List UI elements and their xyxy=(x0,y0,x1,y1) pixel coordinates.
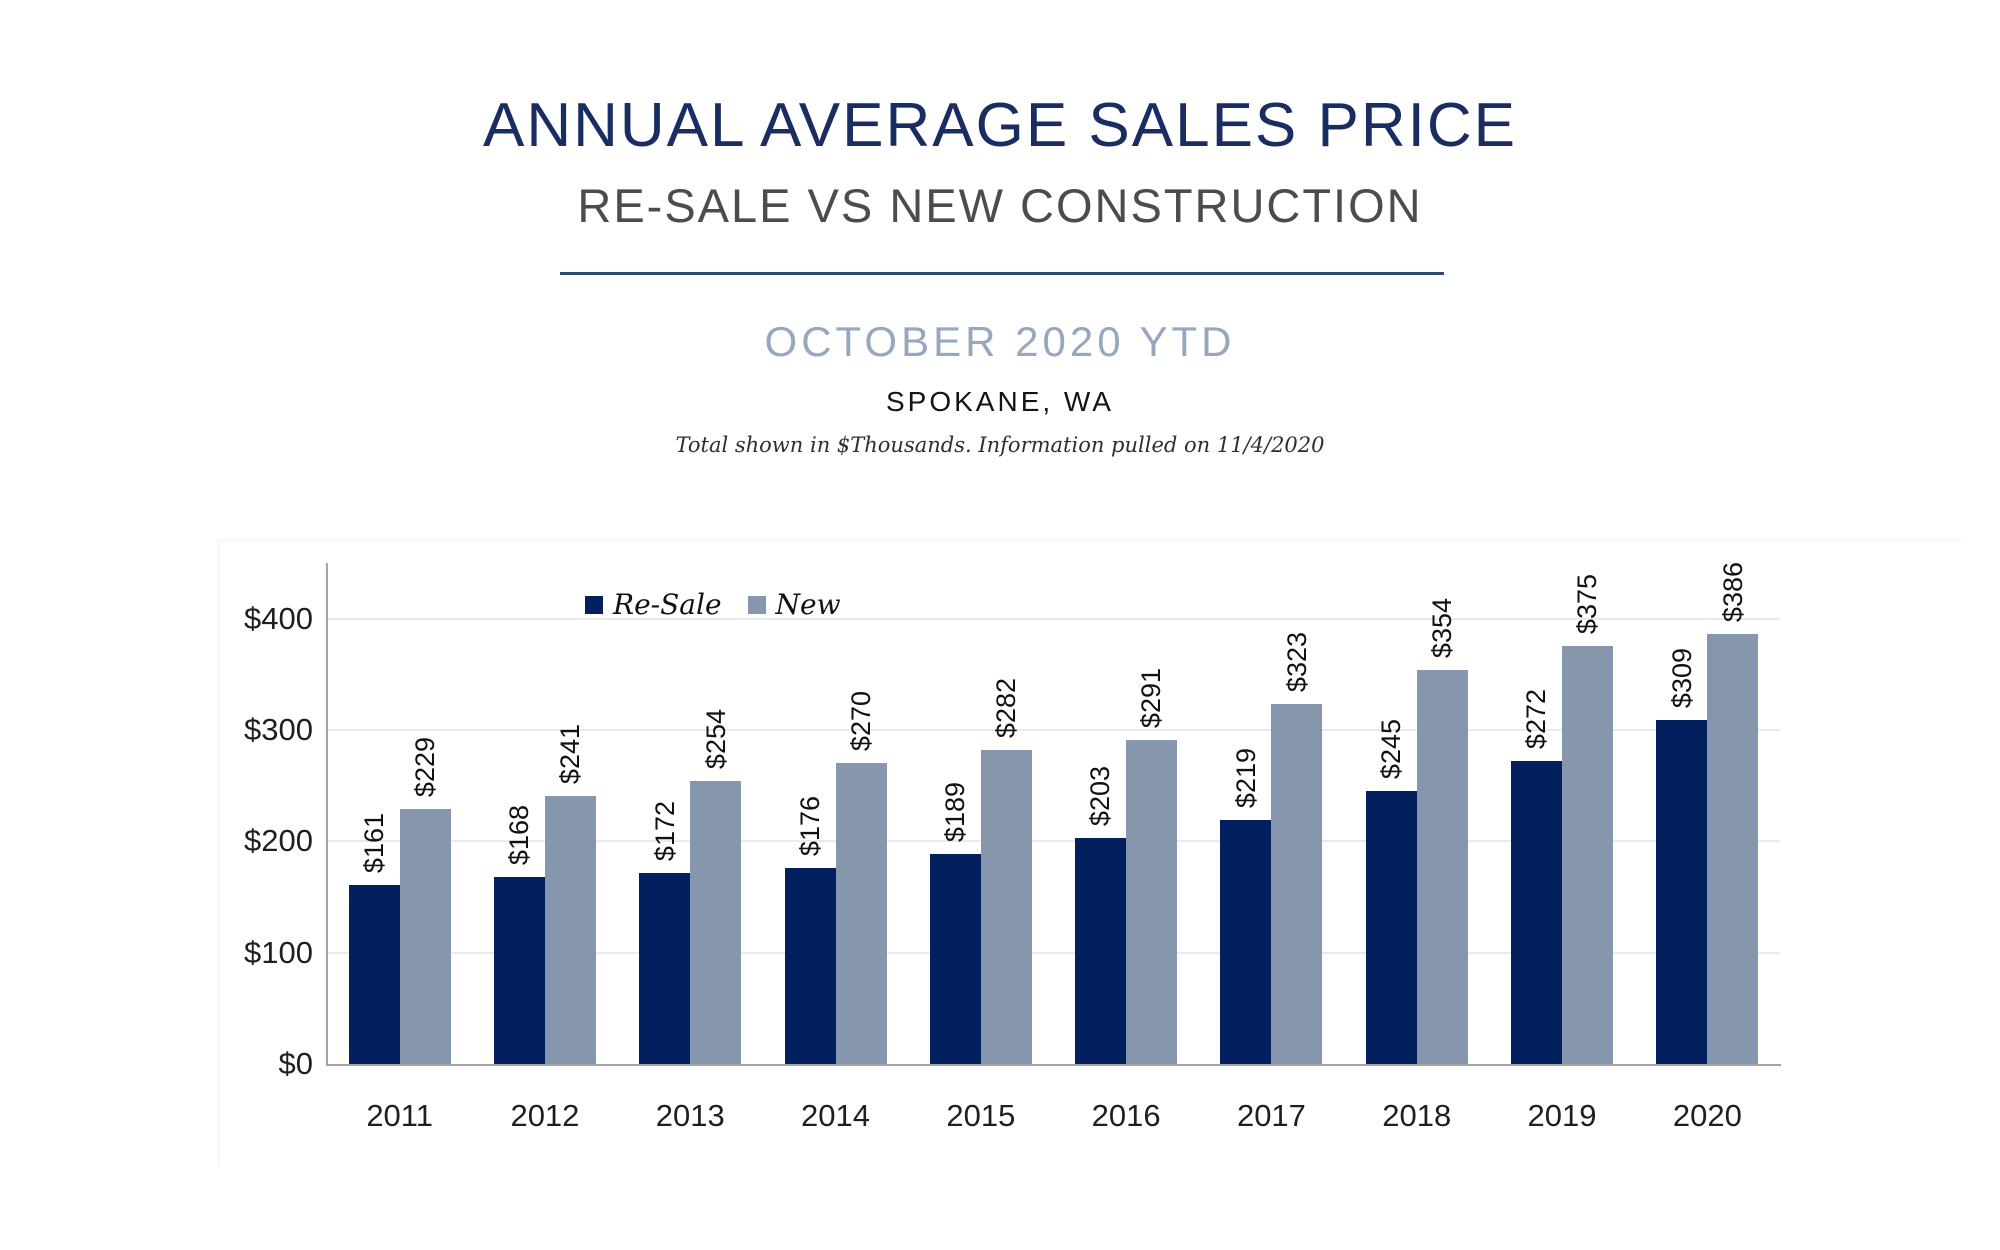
legend-item-resale: Re-Sale xyxy=(585,588,722,621)
report-location: SPOKANE, WA xyxy=(885,386,1114,417)
new-swatch-icon xyxy=(747,595,766,614)
legend-label-new: New xyxy=(775,588,841,621)
resale-swatch-icon xyxy=(585,595,603,614)
page-title: ANNUAL AVERAGE SALES PRICE xyxy=(482,91,1517,160)
chart-card xyxy=(218,540,1963,1166)
legend-item-new: New xyxy=(747,588,841,621)
report-period: OCTOBER 2020 YTD xyxy=(764,318,1236,365)
chart-legend: Re-Sale New xyxy=(585,588,841,621)
page-subtitle: RE-SALE VS NEW CONSTRUCTION xyxy=(577,179,1423,232)
report-footnote: Total shown in $Thousands. Information p… xyxy=(675,433,1325,457)
legend-label-resale: Re-Sale xyxy=(613,588,722,621)
title-divider xyxy=(560,272,1444,275)
